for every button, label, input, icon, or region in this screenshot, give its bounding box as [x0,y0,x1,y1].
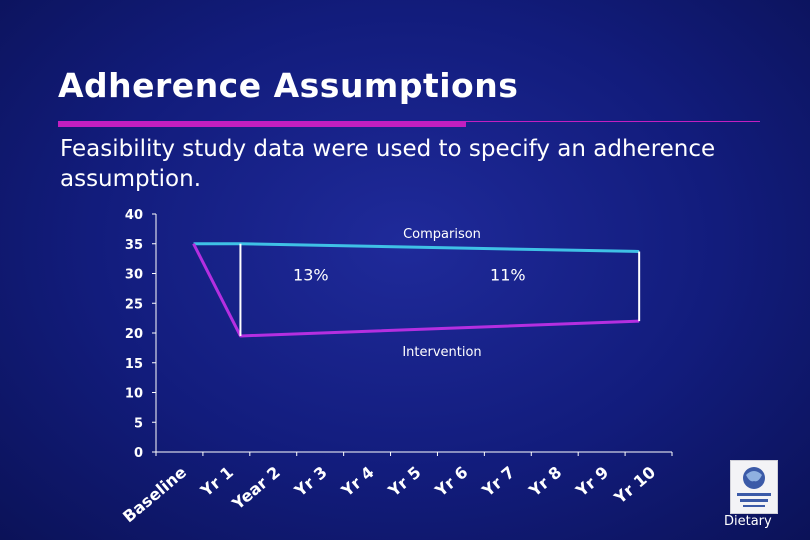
x-tick-label: Yr 1 [196,463,237,501]
footer-label: Dietary [724,514,772,529]
slide-title: Adherence Assumptions [58,66,519,105]
title-underline-thin [466,121,760,122]
x-tick-label: Baseline [119,462,190,526]
x-tick-label: Year 2 [228,463,284,514]
y-tick-label: 20 [125,327,143,342]
gap-annotation: 13% [293,266,329,285]
x-tick-label: Yr 5 [384,463,425,501]
series-line-intervention [192,243,640,338]
series-label: Intervention [402,345,481,360]
x-tick-label: Yr 4 [337,463,378,501]
series-label: Comparison [403,227,481,242]
y-tick-label: 40 [125,208,143,223]
y-tick-label: 0 [134,446,143,461]
y-tick-label: 5 [134,416,143,431]
y-tick-label: 35 [125,238,143,253]
slide-subtitle: Feasibility study data were used to spec… [60,136,716,192]
x-tick-label: Yr 10 [610,463,659,509]
y-tick-label: 15 [125,357,143,372]
whi-logo-icon [730,460,778,514]
series-line-comparison [193,242,640,253]
x-tick-label: Yr 9 [572,463,613,501]
y-tick-label: 30 [125,268,143,283]
x-tick-label: Yr 7 [478,463,519,501]
title-underline [58,121,466,127]
y-tick-label: 25 [125,297,143,312]
x-tick-label: Yr 3 [290,463,331,501]
x-tick-label: Yr 8 [525,463,566,501]
gap-annotation: 11% [490,266,526,285]
y-tick-label: 10 [125,387,143,402]
x-tick-label: Yr 6 [431,463,472,501]
